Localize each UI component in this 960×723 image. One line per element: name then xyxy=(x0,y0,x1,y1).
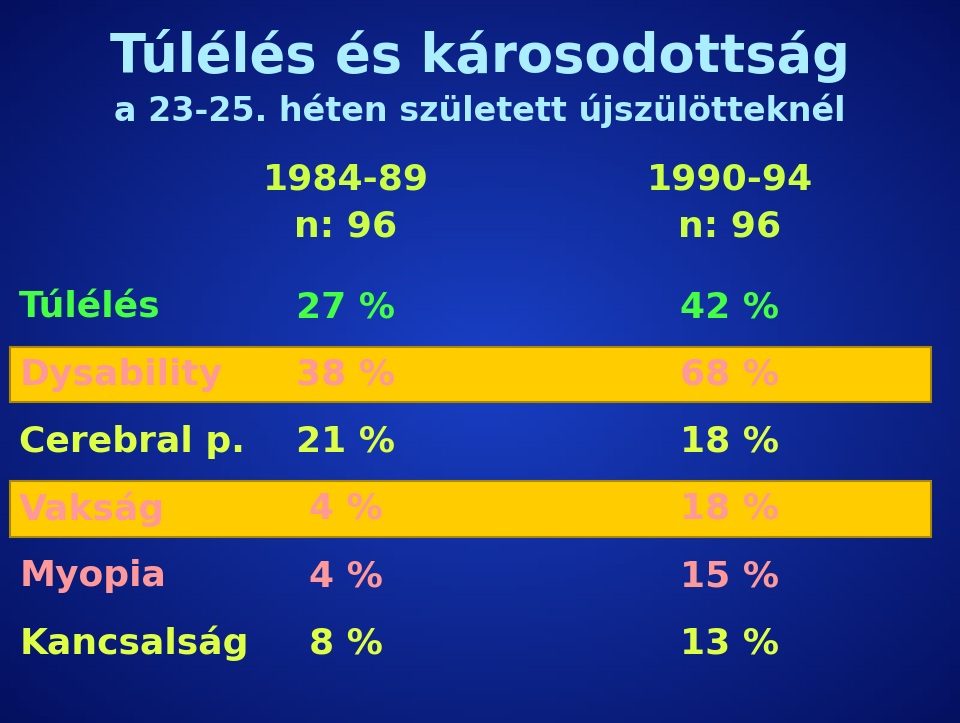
Text: 8 %: 8 % xyxy=(309,626,382,661)
Text: 4 %: 4 % xyxy=(309,559,382,594)
Text: Dysability: Dysability xyxy=(19,357,223,392)
Text: 13 %: 13 % xyxy=(680,626,780,661)
Text: Vakság: Vakság xyxy=(19,491,165,527)
Text: a 23-25. héten született újszülötteknél: a 23-25. héten született újszülötteknél xyxy=(114,94,846,129)
Text: n: 96: n: 96 xyxy=(678,210,781,244)
Text: 27 %: 27 % xyxy=(296,290,396,325)
Text: 4 %: 4 % xyxy=(309,492,382,526)
Text: 18 %: 18 % xyxy=(680,492,780,526)
Bar xyxy=(10,482,931,536)
Bar xyxy=(10,347,931,402)
Text: 42 %: 42 % xyxy=(680,290,780,325)
Text: 15 %: 15 % xyxy=(680,559,780,594)
Text: n: 96: n: 96 xyxy=(294,210,397,244)
Text: 38 %: 38 % xyxy=(296,357,396,392)
Text: Túlélés: Túlélés xyxy=(19,290,161,325)
Text: 1990-94: 1990-94 xyxy=(646,163,813,197)
Text: 68 %: 68 % xyxy=(680,357,780,392)
Text: Kancsalság: Kancsalság xyxy=(19,625,249,662)
Text: 21 %: 21 % xyxy=(296,424,396,459)
Text: 18 %: 18 % xyxy=(680,424,780,459)
Text: Túlélés és károsodottság: Túlélés és károsodottság xyxy=(110,29,850,83)
Text: Cerebral p.: Cerebral p. xyxy=(19,424,245,459)
Text: 1984-89: 1984-89 xyxy=(262,163,429,197)
Text: Myopia: Myopia xyxy=(19,559,166,594)
